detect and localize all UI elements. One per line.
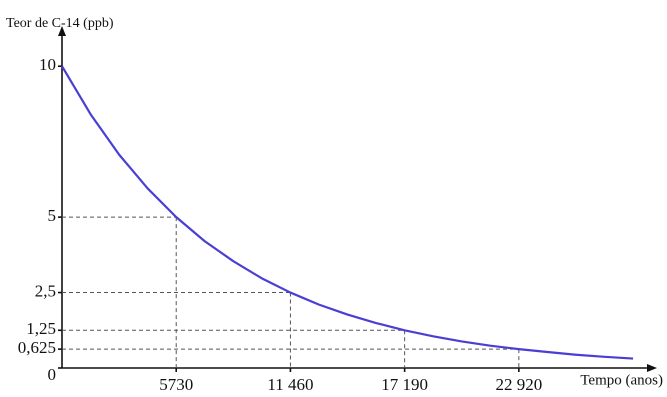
x-axis-arrow xyxy=(647,364,657,372)
y-tick-label: 0,625 xyxy=(18,338,56,357)
curve xyxy=(61,65,634,360)
y-tick-label: 2,5 xyxy=(35,281,56,300)
y-tick-label: 5 xyxy=(48,206,57,225)
y-tick-label: 1,25 xyxy=(26,319,56,338)
x-tick-label: 22 920 xyxy=(495,375,542,394)
x-tick-label: 17 190 xyxy=(381,375,428,394)
y-axis-arrow xyxy=(58,26,66,36)
x-tick-label: 5730 xyxy=(159,375,193,394)
x-axis-label: Tempo (anos) xyxy=(580,372,663,388)
y-tick-label: 10 xyxy=(39,55,56,74)
y-axis-label: Teor de C-14 (ppb) xyxy=(6,16,114,31)
x-tick-label: 11 460 xyxy=(267,375,313,394)
y-tick-label: 0 xyxy=(48,365,57,384)
